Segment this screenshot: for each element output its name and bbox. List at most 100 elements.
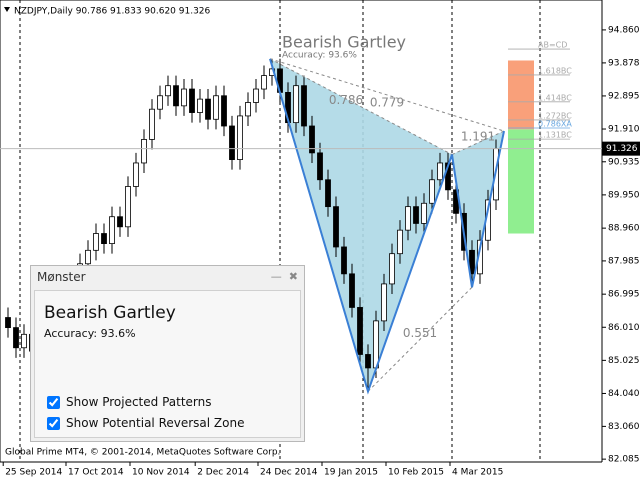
- last-price-box: [602, 141, 640, 156]
- y-tick-label: 86.010: [608, 323, 640, 333]
- window-header: Mønster — ✖: [31, 266, 304, 288]
- ratio-label: 0.551: [403, 326, 437, 340]
- ratio-label: 0.779: [370, 95, 404, 109]
- candle-body: [5, 317, 11, 328]
- candle-body: [301, 85, 307, 127]
- y-tick-label: 85.025: [608, 356, 640, 366]
- candle-body: [373, 320, 379, 369]
- candle-body: [125, 186, 131, 228]
- option-label: Show Potential Reversal Zone: [66, 416, 245, 430]
- candle-body: [133, 162, 139, 187]
- candle-body: [341, 246, 347, 275]
- candle-body: [405, 206, 411, 231]
- last-price-label: 91.326: [606, 144, 638, 154]
- pattern-accuracy: Accuracy: 93.6%: [44, 327, 136, 340]
- ratio-line: [367, 286, 473, 392]
- y-tick-label: 93.878: [608, 58, 640, 68]
- price-axis: [602, 0, 640, 480]
- pattern-area: [452, 131, 504, 288]
- checkbox[interactable]: [47, 395, 60, 409]
- x-tick-label: 25 Sep 2014: [5, 468, 62, 478]
- y-tick-label: 88.960: [608, 224, 640, 234]
- level-label: 1.618BC: [538, 66, 572, 75]
- x-tick-label: 10 Nov 2014: [132, 468, 190, 478]
- x-tick-label: 19 Jan 2015: [324, 468, 378, 478]
- level-label: AB=CD: [538, 41, 567, 50]
- candle-body: [253, 88, 259, 103]
- ratio-label: 1.191: [461, 129, 495, 143]
- window-buttons[interactable]: — ✖: [270, 270, 298, 283]
- candle-body: [317, 152, 323, 181]
- x-tick-label: 10 Feb 2015: [388, 468, 444, 478]
- time-axis: [0, 462, 640, 480]
- candle-body: [213, 95, 219, 120]
- y-tick-label: 82.085: [608, 455, 640, 465]
- reversal-zone: [508, 60, 534, 130]
- y-tick-label: 92.895: [608, 91, 640, 101]
- candle-body: [333, 206, 339, 248]
- window-body: Bearish Gartley Accuracy: 93.6% Show Pro…: [34, 290, 301, 438]
- candle-body: [421, 202, 427, 224]
- candle-body: [261, 75, 267, 90]
- pattern-window[interactable]: Mønster — ✖ Bearish Gartley Accuracy: 93.…: [30, 265, 305, 442]
- candle-body: [93, 233, 99, 251]
- level-label: 0.786XA: [538, 120, 572, 129]
- candle-body: [157, 95, 163, 110]
- y-tick-label: 94.860: [608, 25, 640, 35]
- copyright: Global Prime MT4, © 2001-2014, MetaQuote…: [5, 448, 280, 458]
- candle-body: [117, 216, 123, 228]
- candle-body: [309, 125, 315, 154]
- candle-body: [357, 307, 363, 355]
- window-title: Mønster: [37, 270, 86, 284]
- candle-body: [173, 85, 179, 107]
- candle-body: [413, 206, 419, 224]
- candle-body: [381, 283, 387, 322]
- candle-body: [197, 98, 203, 113]
- option[interactable]: Show Projected Patterns: [47, 395, 212, 409]
- candle-body: [349, 273, 355, 308]
- candle-body: [325, 179, 331, 208]
- y-tick-label: 89.950: [608, 190, 640, 200]
- candle-body: [429, 179, 435, 204]
- reversal-zone: [508, 129, 534, 234]
- candle-body: [245, 102, 251, 117]
- checkbox[interactable]: [47, 416, 60, 430]
- pattern-title: Bearish Gartley: [282, 32, 406, 51]
- option-label: Show Projected Patterns: [66, 395, 212, 409]
- candle-body: [101, 233, 107, 245]
- ratio-label: 0.786: [329, 93, 363, 107]
- pattern-area: [270, 58, 452, 392]
- y-tick-label: 86.995: [608, 290, 640, 300]
- candle-body: [437, 162, 443, 181]
- candle-body: [389, 253, 395, 285]
- y-tick-label: 91.910: [608, 125, 640, 135]
- candle-body: [165, 85, 171, 97]
- header-icon: [4, 7, 10, 12]
- x-tick-label: 24 Dec 2014: [260, 468, 318, 478]
- candle-body: [149, 108, 155, 140]
- candle-body: [141, 139, 147, 164]
- candle-body: [205, 98, 211, 120]
- candle-body: [397, 229, 403, 255]
- y-tick-label: 90.935: [608, 157, 640, 167]
- candle-body: [85, 249, 91, 265]
- y-tick-label: 83.060: [608, 422, 640, 432]
- candle-body: [221, 95, 227, 127]
- option[interactable]: Show Potential Reversal Zone: [47, 416, 244, 430]
- candle-body: [293, 85, 299, 124]
- candle-body: [109, 216, 115, 245]
- level-label: 1.414BC: [538, 93, 572, 102]
- level-label: 1.272BC: [538, 111, 572, 120]
- candle-body: [13, 327, 19, 349]
- x-tick-label: 4 Mar 2015: [452, 468, 503, 478]
- pattern-accuracy: Accuracy: 93.6%: [282, 50, 357, 60]
- y-tick-label: 84.040: [608, 389, 640, 399]
- candle-body: [181, 88, 187, 107]
- x-tick-label: 17 Oct 2014: [68, 468, 124, 478]
- symbol-header: NZDJPY,Daily 90.786 91.833 90.620 91.326: [14, 7, 211, 17]
- y-tick-label: 87.985: [608, 256, 640, 266]
- level-label: 1.131BC: [538, 131, 572, 140]
- ratio-line: [269, 58, 453, 156]
- candle-body: [189, 88, 195, 113]
